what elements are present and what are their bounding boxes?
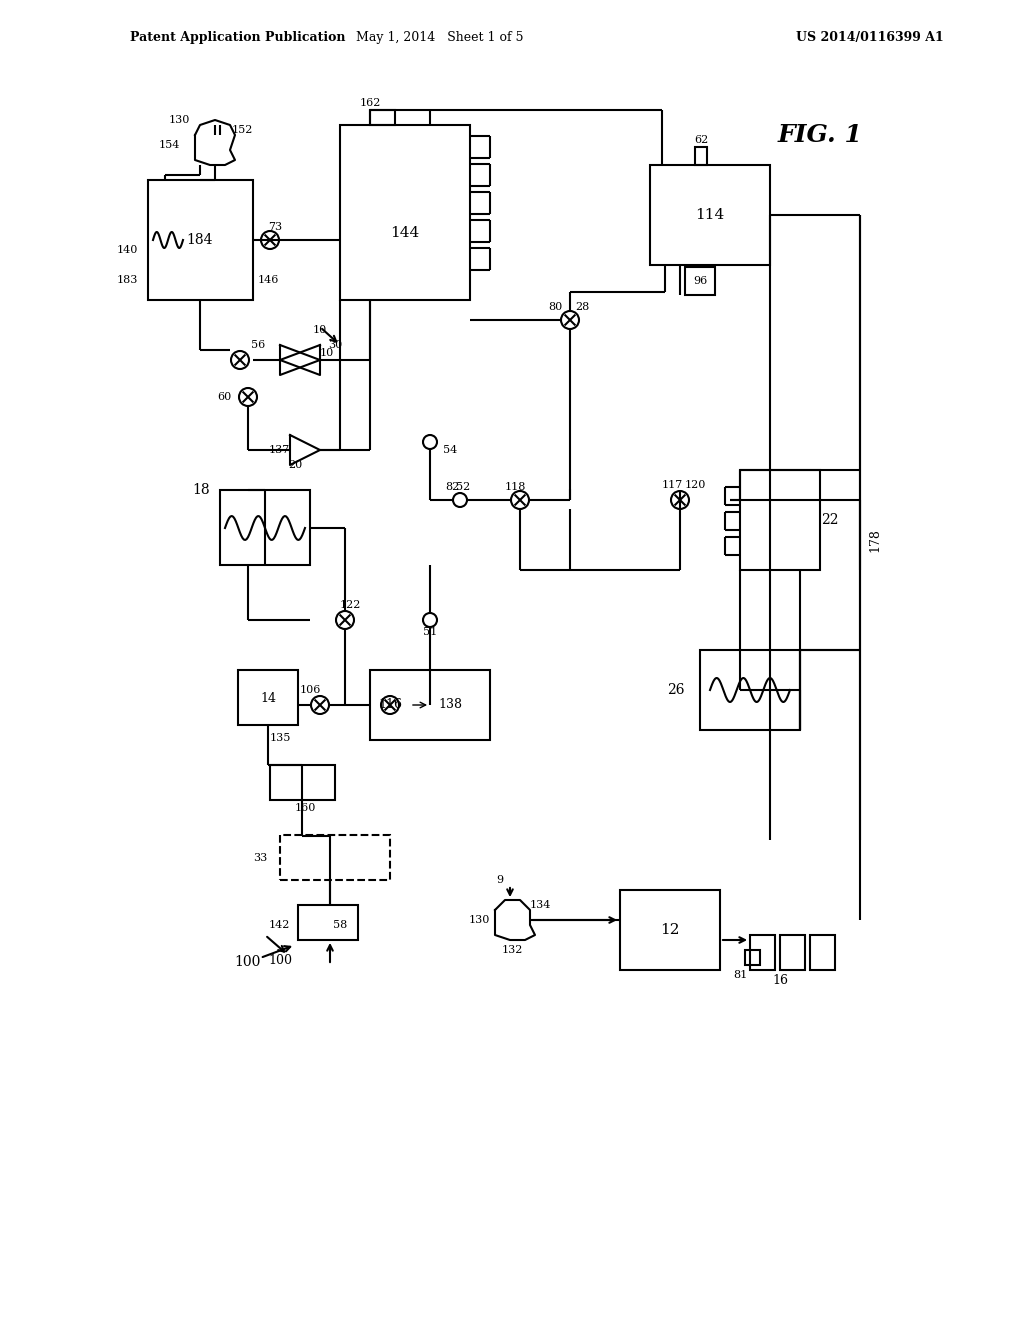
Text: Patent Application Publication: Patent Application Publication [130,30,345,44]
Text: US 2014/0116399 A1: US 2014/0116399 A1 [796,30,944,44]
Bar [280,836,390,880]
Text: 58: 58 [333,920,347,931]
Text: 60: 60 [218,392,232,403]
Text: 30: 30 [328,341,342,350]
Text: FIG. 1: FIG. 1 [777,123,862,147]
Text: 62: 62 [694,135,709,145]
Text: 52: 52 [456,482,470,492]
Text: 137: 137 [268,445,290,455]
Circle shape [453,492,467,507]
Bar [220,490,310,565]
Text: 120: 120 [684,480,706,490]
Text: 33: 33 [253,853,267,863]
Text: 82: 82 [444,482,459,492]
Text: 184: 184 [186,234,213,247]
Text: 122: 122 [339,601,360,610]
Text: 118: 118 [504,482,525,492]
Circle shape [231,351,249,370]
Text: 154: 154 [159,140,180,150]
Text: 146: 146 [258,275,280,285]
Circle shape [423,612,437,627]
Text: 106: 106 [299,685,321,696]
Text: 162: 162 [359,98,381,108]
Bar [620,890,720,970]
Circle shape [381,696,399,714]
Text: 117: 117 [662,480,683,490]
Circle shape [261,231,279,249]
Text: 134: 134 [529,900,551,909]
Polygon shape [280,345,319,375]
Bar [700,649,800,730]
Text: 116: 116 [378,698,402,711]
Text: 142: 142 [268,920,290,931]
Text: 96: 96 [693,276,708,286]
Text: 14: 14 [260,692,276,705]
Text: 100: 100 [234,954,261,969]
Text: 132: 132 [502,945,522,954]
Text: 22: 22 [821,513,839,527]
Text: 26: 26 [668,682,685,697]
Text: 12: 12 [660,923,680,937]
Text: 138: 138 [438,698,462,711]
Text: 10: 10 [319,348,334,358]
Text: May 1, 2014   Sheet 1 of 5: May 1, 2014 Sheet 1 of 5 [356,30,523,44]
Bar [750,935,775,970]
Text: 178: 178 [868,528,881,552]
Bar [340,125,470,300]
Text: 20: 20 [288,459,302,470]
Bar [740,470,820,570]
Text: 140: 140 [117,246,138,255]
Text: 9: 9 [497,875,504,884]
Text: 144: 144 [390,226,420,240]
Bar [780,935,805,970]
Text: 51: 51 [423,627,437,638]
Bar [650,165,770,265]
Circle shape [239,388,257,407]
Bar [370,671,490,741]
Text: 73: 73 [268,222,282,232]
Text: 130: 130 [469,915,490,925]
Bar [148,180,253,300]
Bar [238,671,298,725]
Text: 16: 16 [772,974,788,986]
Bar [695,147,707,165]
Text: 28: 28 [574,302,589,312]
Bar [685,267,715,294]
Text: 135: 135 [269,733,291,743]
Circle shape [336,611,354,630]
Text: 80: 80 [548,302,562,312]
Circle shape [511,491,529,510]
Text: 10: 10 [313,325,327,335]
Text: 152: 152 [232,125,253,135]
Circle shape [311,696,329,714]
Text: 54: 54 [442,445,457,455]
Bar [745,950,760,965]
Text: 160: 160 [294,803,315,813]
Text: 130: 130 [169,115,190,125]
Circle shape [561,312,579,329]
Text: 183: 183 [117,275,138,285]
Bar [298,906,358,940]
Polygon shape [290,436,319,465]
Bar [370,110,395,125]
Text: 114: 114 [695,209,725,222]
Bar [810,935,835,970]
Text: 100: 100 [268,953,292,966]
Text: 18: 18 [193,483,210,498]
Circle shape [671,491,689,510]
Polygon shape [280,345,319,375]
Text: 81: 81 [733,970,748,979]
Bar [270,766,335,800]
Circle shape [423,436,437,449]
Text: 56: 56 [251,341,265,350]
